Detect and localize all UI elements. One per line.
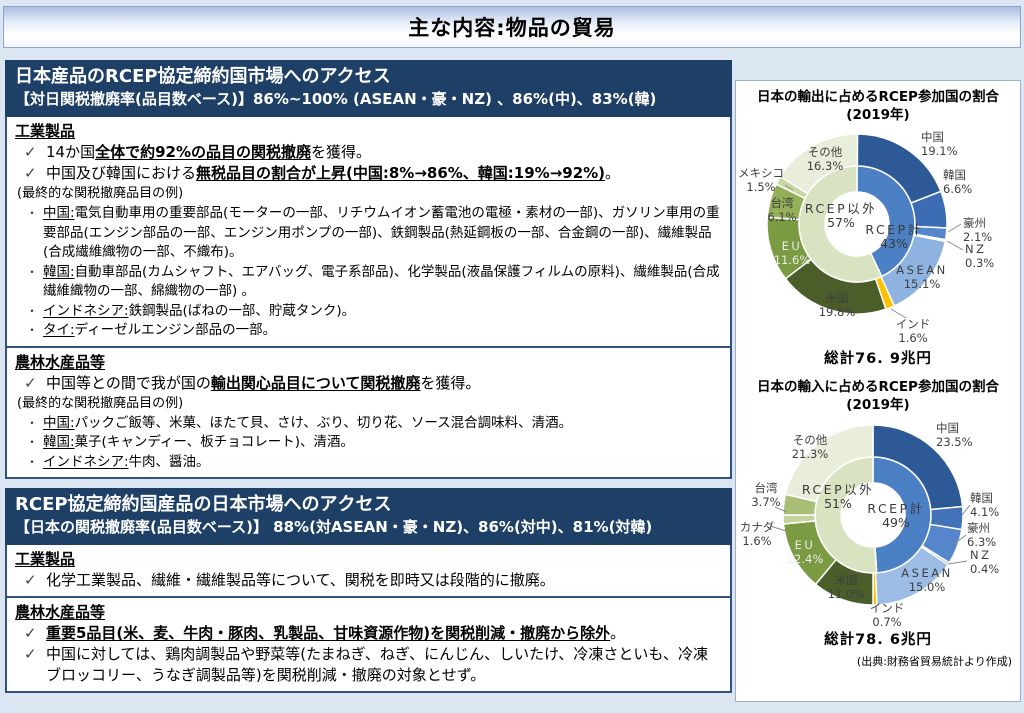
imports-donut: 中国 23.5% 韓国 4.1% 豪州 6.3% NZ 0.4% ASEAN 15.0% … — [736, 414, 1022, 629]
imports-donut-svg — [782, 424, 964, 606]
agri-heading: 農林水産品等 — [15, 603, 106, 621]
slice-label-non-rcep: RCEP以外 57% — [804, 201, 878, 230]
industrial-heading: 工業製品 — [15, 550, 76, 568]
left-column: 日本産品のRCEP協定締約国市場へのアクセス 【対日関税撤廃率(品目数ベース)】… — [5, 60, 732, 693]
slice-label-rcep-total: RCEP計 49% — [867, 501, 925, 530]
list-item-thailand: ・ タイ:ディーゼルエンジン部品の一部。 — [15, 321, 722, 341]
check-icon: ✓ — [24, 571, 37, 589]
list-item-china: ・ 中国:パックご飯等、米菓、ほたて貝、さけ、ぶり、切り花、ソース混合調味料、清… — [15, 414, 722, 434]
list-item-indonesia: ・ インドネシア:牛肉、醤油。 — [15, 453, 722, 473]
check-line: ✓ 中国等との間で我が国の輸出関心品目について関税撤廃を獲得。 — [24, 373, 481, 392]
example-note: (最終的な関税撤廃品目の例) — [17, 395, 184, 411]
slice-label-mexico: メキシコ 1.5% — [738, 166, 784, 194]
page-title: 主な内容:物品の貿易 — [408, 16, 616, 40]
slice-label-asean: ASEAN 15.1% — [896, 263, 948, 291]
exports-donut-svg — [766, 133, 948, 315]
section2-subtitle: 【日本の関税撤廃率(品目数ベース)】 88%(対ASEAN・豪・NZ)、86%(… — [15, 518, 653, 536]
slice-label-others: その他 21.3% — [791, 433, 829, 461]
slice-label-taiwan: 台湾 3.7% — [751, 481, 781, 509]
donut-slice — [784, 424, 874, 503]
bullet-icon: ・ — [26, 454, 39, 469]
agri-heading: 農林水産品等 — [15, 352, 106, 371]
source-note: (出典:財務省貿易統計より作成) — [856, 655, 1012, 668]
exports-total: 総計76. 9兆円 — [824, 351, 932, 367]
check-icon: ✓ — [24, 373, 37, 392]
list-item-korea: ・ 韓国:自動車部品(カムシャフト、エアバッグ、電子系部品)、化学製品(液晶保護… — [26, 263, 720, 300]
donut-slice — [779, 133, 859, 195]
slice-label-usa: 米国 19.8% — [818, 291, 856, 319]
slice-label-china: 中国 23.5% — [936, 421, 973, 449]
slice-label-canada: カナダ 1.6% — [739, 520, 775, 548]
section2-industrial-box: 工業製品 ✓ 化学工業製品、繊維・繊維製品等について、関税を即時又は段階的に撤廃… — [5, 545, 732, 598]
slice-label-eu: EU 11.6% — [773, 239, 811, 267]
list-item-china: ・ 中国:電気自動車用の重要部品(モーターの一部、リチウムイオン蓄電池の電極・素… — [26, 205, 720, 260]
slice-label-korea: 韓国 4.1% — [970, 491, 1000, 519]
check-icon: ✓ — [24, 645, 37, 663]
example-note: (最終的な関税撤廃品目の例) — [17, 186, 184, 201]
leader-lines — [769, 504, 971, 565]
section1-agri-box: 農林水産品等 ✓ 中国等との間で我が国の輸出関心品目について関税撤廃を獲得。 (… — [5, 347, 732, 479]
slice-label-taiwan: 台湾 6.1% — [767, 196, 797, 224]
list-item-korea: ・ 韓国:菓子(キャンディー、板チョコレート)、清酒。 — [15, 433, 722, 453]
check-line: ✓ 中国及び韓国における無税品目の割合が上昇(中国:8%→86%、韓国:19%→… — [24, 164, 621, 182]
slice-label-non-rcep: RCEP以外 51% — [801, 482, 875, 511]
exports-chart-title: 日本の輸出に占めるRCEP参加国の割合 (2019年) — [757, 89, 999, 123]
slice-label-nz: NZ 0.4% — [970, 548, 1000, 576]
slice-label-india: インド 1.6% — [895, 317, 931, 345]
slice-label-rcep-total: RCEP計 43% — [865, 222, 923, 251]
check-icon: ✓ — [24, 624, 37, 642]
slice-label-korea: 韓国 6.6% — [943, 168, 973, 196]
exports-chart: 日本の輸出に占めるRCEP参加国の割合 (2019年) 中国 19.1% 韓国 6.… — [736, 88, 1020, 368]
leader-lines — [784, 184, 964, 319]
slice-label-australia: 豪州 2.1% — [963, 216, 993, 244]
exports-donut: 中国 19.1% 韓国 6.6% 豪州 2.1% NZ 0.3% ASEAN 15.1% … — [736, 124, 1022, 345]
bullet-icon: ・ — [26, 323, 39, 337]
section1-subtitle: 【対日関税撤廃率(品目数ベース)】86%~100% (ASEAN・豪・NZ) 、… — [15, 90, 657, 108]
imports-total: 総計78. 6兆円 — [824, 632, 932, 648]
slice-label-nz: NZ 0.3% — [965, 242, 995, 270]
check-line: ✓ 重要5品目(米、麦、牛肉・豚肉、乳製品、甘味資源作物)を関税削減・撤廃から除… — [24, 624, 626, 642]
imports-chart-title: 日本の輸入に占めるRCEP参加国の割合 (2019年) — [757, 379, 999, 413]
slice-label-china: 中国 19.1% — [921, 130, 958, 158]
section2-title: RCEP協定締約国産品の日本市場へのアクセス — [15, 494, 392, 515]
check-line: ✓ 化学工業製品、繊維・繊維製品等について、関税を即時又は段階的に撤廃。 — [24, 571, 555, 589]
slice-label-asean: ASEAN 15.0% — [901, 566, 953, 594]
check-line: ✓ 中国に対しては、鶏肉調製品や野菜等(たまねぎ、ねぎ、にんじん、しいたけ、冷凍… — [24, 645, 708, 684]
title-bar: 主な内容:物品の貿易 — [3, 6, 1021, 48]
check-icon: ✓ — [24, 164, 37, 182]
slice-label-india: インド 0.7% — [869, 601, 905, 629]
slice-label-others: その他 16.3% — [806, 145, 844, 173]
slice-label-eu: EU 12.4% — [786, 538, 824, 566]
bullet-icon: ・ — [26, 264, 39, 279]
bullet-icon: ・ — [26, 415, 39, 430]
list-item-indonesia: ・ インドネシア:鉄鋼製品(ばねの一部、貯蔵タンク)。 — [15, 302, 722, 322]
imports-chart: 日本の輸入に占めるRCEP参加国の割合 (2019年) 中国 23.5% 韓国 4.… — [736, 378, 1020, 649]
section2-agri-box: 農林水産品等 ✓ 重要5品目(米、麦、牛肉・豚肉、乳製品、甘味資源作物)を関税削… — [5, 598, 732, 693]
section1-title: 日本産品のRCEP協定締約国市場へのアクセス — [15, 66, 391, 87]
section1-industrial-box: 工業製品 ✓ 14か国全体で約92%の品目の関税撤廃を獲得。 ✓ 中国及び韓国に… — [5, 117, 732, 348]
industrial-heading: 工業製品 — [15, 122, 76, 140]
spacer — [5, 479, 732, 488]
slice-label-australia: 豪州 6.3% — [967, 521, 997, 549]
bullet-icon: ・ — [26, 435, 39, 449]
charts-panel: 日本の輸出に占めるRCEP参加国の割合 (2019年) 中国 19.1% 韓国 6.… — [735, 80, 1021, 702]
section2-header: RCEP協定締約国産品の日本市場へのアクセス 【日本の関税撤廃率(品目数ベース)… — [5, 488, 732, 545]
check-icon: ✓ — [24, 143, 37, 161]
bullet-icon: ・ — [26, 303, 39, 318]
bullet-icon: ・ — [26, 206, 39, 220]
check-line: ✓ 14か国全体で約92%の品目の関税撤廃を獲得。 — [24, 143, 372, 161]
section1-header: 日本産品のRCEP協定締約国市場へのアクセス 【対日関税撤廃率(品目数ベース)】… — [5, 60, 732, 117]
slice-label-usa: 米国 11.0% — [827, 573, 865, 601]
